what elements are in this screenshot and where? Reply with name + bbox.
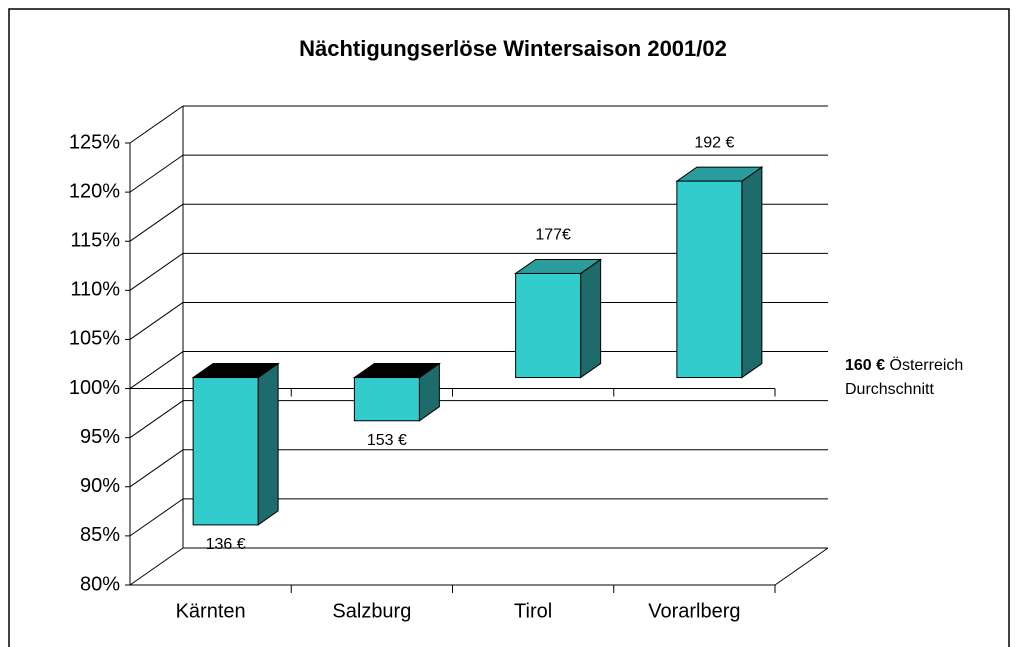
y-tick-label: 80% (80, 573, 120, 595)
y-tick-label: 85% (80, 524, 120, 546)
y-tick-label: 125% (69, 131, 120, 153)
data-label: 177€ (535, 227, 571, 244)
data-label: 153 € (367, 432, 407, 449)
y-tick-label: 115% (70, 230, 120, 252)
y-tick-label: 105% (69, 328, 120, 350)
side-grid-line (129, 547, 184, 586)
bar-side (580, 258, 602, 379)
side-grid-line (129, 449, 184, 488)
side-grid-line (129, 154, 184, 193)
side-grid-line (129, 203, 184, 242)
bar (353, 377, 420, 422)
y-tick-label: 110% (70, 279, 120, 301)
chart-frame (8, 8, 1010, 647)
floor-right-edge (774, 547, 829, 586)
side-grid-line (129, 400, 184, 439)
data-label: 136 € (206, 536, 246, 553)
x-tick-label: Kärnten (176, 600, 246, 622)
bar (515, 272, 582, 379)
side-grid-line (129, 351, 184, 389)
side-grid-line (129, 498, 184, 537)
y-tick-label: 100% (69, 377, 120, 399)
x-tick-label: Tirol (514, 600, 552, 622)
x-tick-label: Vorarlberg (648, 600, 740, 622)
data-label: 192 € (694, 134, 734, 151)
bar (192, 377, 259, 526)
y-tick-label: 90% (80, 475, 120, 497)
baseline-text: Österreich (890, 356, 964, 374)
side-grid-line (129, 302, 184, 340)
chart-title: Nächtigungserlöse Wintersaison 2001/02 (299, 36, 727, 61)
y-tick-label: 120% (69, 180, 120, 202)
baseline-annotation: Durchschnitt (845, 381, 934, 398)
baseline-annotation: 160 € Österreich (845, 356, 963, 374)
x-tick-label: Salzburg (332, 600, 411, 622)
side-grid-line (129, 252, 184, 291)
bar (676, 180, 743, 379)
y-tick-label: 95% (80, 426, 120, 448)
bar-side (741, 166, 763, 379)
bar-side (257, 362, 279, 526)
side-grid-line (129, 105, 184, 144)
baseline-amount: 160 € (845, 357, 885, 374)
